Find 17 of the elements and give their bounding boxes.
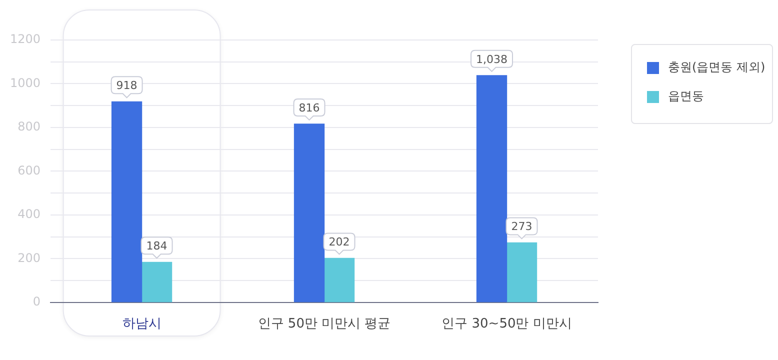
bar [324, 258, 355, 302]
text: 202 [328, 236, 350, 249]
text: 1,038 [476, 52, 508, 66]
bar [141, 262, 172, 302]
bar [294, 124, 325, 302]
x-tick-label: 하남시 [122, 316, 162, 332]
legend-label: 읍면동 [668, 88, 704, 105]
text: 273 [511, 220, 532, 234]
legend-label: 충원(읍면동 제외) [668, 59, 766, 76]
text: 918 [116, 79, 138, 92]
bar [476, 75, 508, 302]
text: 184 [146, 240, 168, 253]
bar [506, 242, 538, 302]
text: 816 [298, 101, 320, 114]
bar [111, 101, 142, 302]
x-tick-label: 인구 30~50만 미만시 [442, 316, 572, 332]
x-tick-label: 인구 50만 미만시 평균 [258, 316, 391, 332]
